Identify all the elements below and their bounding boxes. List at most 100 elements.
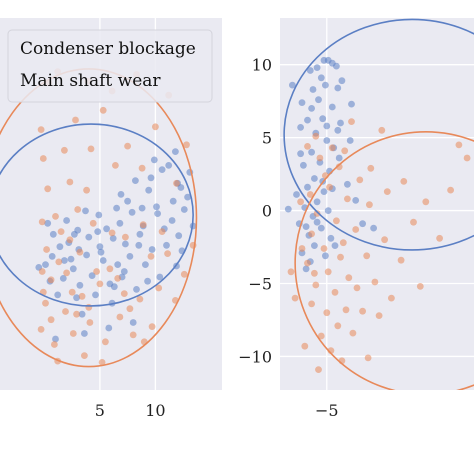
right-point-condenser-blockage [331,242,339,250]
left-point-condenser-blockage [180,206,188,213]
right-point-main-shaft-wear [400,178,408,185]
right-point-main-shaft-wear [313,210,321,217]
left-point-main-shaft-wear [73,310,80,318]
left-point-condenser-blockage [73,294,80,302]
left-point-condenser-blockage [49,230,57,238]
left-point-main-shaft-wear [83,186,90,194]
right-point-main-shaft-wear [339,239,347,247]
right-point-main-shaft-wear [383,188,391,196]
left-point-condenser-blockage [154,210,162,218]
left-point-main-shaft-wear [147,253,155,260]
left-point-main-shaft-wear [129,331,137,339]
left-point-main-shaft-wear [93,268,100,275]
right-point-condenser-blockage [359,220,366,228]
left-point-main-shaft-wear [173,179,180,187]
right-point-condenser-blockage [323,122,331,130]
right-point-main-shaft-wear [363,252,371,260]
left-point-main-shaft-wear [37,326,45,333]
left-point-condenser-blockage [172,148,179,156]
left-point-condenser-blockage [132,177,139,185]
left-point-main-shaft-wear [155,284,163,292]
left-point-condenser-blockage [48,253,56,260]
left-point-main-shaft-wear [136,295,144,303]
right-point-main-shaft-wear [381,236,388,244]
left-point-main-shaft-wear [87,145,95,153]
right-point-main-shaft-wear [311,269,318,277]
left-point-main-shaft-wear [74,206,82,213]
left-point-condenser-blockage [168,217,176,224]
left-point-condenser-blockage [142,261,149,268]
left-point-condenser-blockage [78,310,86,318]
right-point-condenser-blockage [320,188,328,196]
right-point-main-shaft-wear [416,283,424,290]
right-point-condenser-blockage [334,126,342,134]
left-point-condenser-blockage [42,261,49,268]
left-point-main-shaft-wear [89,219,97,227]
right-point-condenser-blockage [335,154,343,162]
left-point-condenser-blockage [128,208,136,216]
right-point-condenser-blockage [309,86,317,93]
left-point-condenser-blockage [156,273,164,281]
right-point-main-shaft-wear [366,201,373,209]
left-point-condenser-blockage [116,219,124,227]
left-point-main-shaft-wear [57,228,65,236]
left-point-main-shaft-wear [85,303,93,311]
left-point-main-shaft-wear [138,164,146,172]
right-point-condenser-blockage [319,115,327,123]
right-point-condenser-blockage [313,64,321,71]
left-point-condenser-blockage [44,219,52,227]
left-point-condenser-blockage [117,191,125,198]
left-point-main-shaft-wear [52,213,59,220]
left-point-main-shaft-wear [69,330,77,337]
scatter-panel-right: −5 10 5 0 −5 −10 [238,18,474,420]
left-point-condenser-blockage [129,319,137,326]
right-point-main-shaft-wear [375,312,383,319]
right-point-condenser-blockage [302,223,310,231]
right-ellipse-main-shaft-wear [294,131,474,390]
left-point-main-shaft-wear [72,116,79,124]
left-point-main-shaft-wear [124,142,131,150]
left-point-condenser-blockage [94,228,102,236]
right-point-condenser-blockage [337,119,344,127]
left-point-main-shaft-wear [120,290,128,297]
right-point-main-shaft-wear [308,230,315,238]
left-point-main-shaft-wear [37,126,45,133]
left-point-condenser-blockage [97,248,105,256]
right-point-main-shaft-wear [344,195,351,203]
right-point-main-shaft-wear [388,294,395,302]
legend: Condenser blockage Main shaft wear [7,29,213,103]
left-point-condenser-blockage [184,193,192,201]
right-y-tick-label: 0 [262,202,272,221]
right-point-main-shaft-wear [317,332,325,340]
left-point-main-shaft-wear [148,323,156,330]
left-point-main-shaft-wear [158,228,166,236]
left-point-main-shaft-wear [47,316,55,324]
right-point-condenser-blockage [328,103,336,111]
left-point-condenser-blockage [135,241,143,249]
left-point-condenser-blockage [109,235,117,242]
left-point-condenser-blockage [165,162,173,169]
right-point-condenser-blockage [311,175,318,182]
left-point-condenser-blockage [114,261,122,268]
left-point-main-shaft-wear [42,299,49,307]
left-point-condenser-blockage [133,286,140,293]
right-point-main-shaft-wear [320,245,328,252]
left-point-main-shaft-wear [102,338,109,346]
left-point-condenser-blockage [59,275,67,282]
left-point-condenser-blockage [144,277,152,285]
right-point-condenser-blockage [297,124,304,131]
right-x-tick-label: −5 [315,401,339,420]
right-point-condenser-blockage [293,191,300,198]
right-point-main-shaft-wear [312,132,320,140]
right-point-condenser-blockage [322,252,329,260]
right-point-main-shaft-wear [345,274,353,282]
left-point-main-shaft-wear [86,319,94,326]
right-point-condenser-blockage [313,218,321,226]
right-point-main-shaft-wear [397,256,405,264]
left-point-main-shaft-wear [164,250,172,257]
left-point-condenser-blockage [177,184,185,191]
left-point-main-shaft-wear [99,106,107,114]
right-point-main-shaft-wear [333,217,340,225]
left-point-main-shaft-wear [63,269,70,277]
left-point-condenser-blockage [76,281,84,289]
